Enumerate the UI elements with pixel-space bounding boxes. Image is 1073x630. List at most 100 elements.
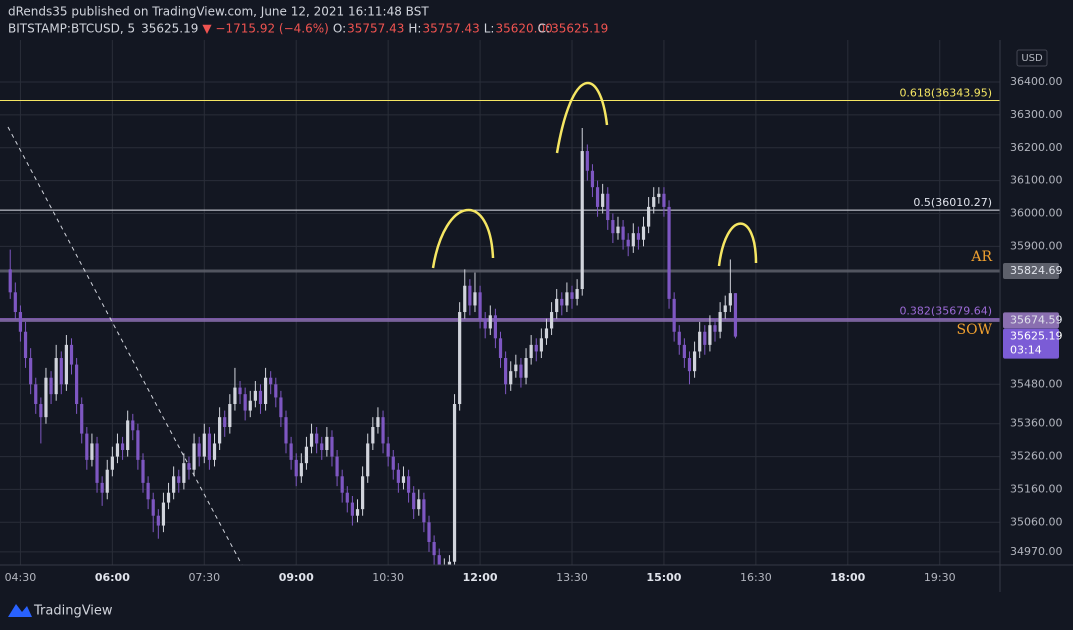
candle-body	[248, 400, 252, 411]
candle-body	[258, 390, 263, 405]
candle-body	[381, 417, 385, 444]
levels	[0, 99, 1000, 322]
candle-body	[269, 377, 273, 385]
arc	[717, 222, 758, 267]
candle-body	[488, 315, 492, 329]
fib-label: 0.382(35679.64)	[899, 305, 992, 318]
candle-body	[560, 298, 564, 306]
candle-body	[69, 344, 74, 365]
candle-body	[299, 463, 303, 477]
x-tick-label: 06:00	[95, 571, 130, 584]
axes: 36400.00 36300.00 36200.00 36100.00 36000.00…	[5, 75, 1063, 584]
candle-body	[294, 459, 298, 477]
candle-body	[406, 476, 411, 493]
candle-body	[386, 443, 390, 457]
candle-body	[621, 226, 625, 240]
candle-body	[687, 358, 692, 372]
candle-body	[263, 377, 268, 405]
candle-body	[23, 331, 28, 359]
candle-body	[13, 292, 17, 313]
candle-body	[662, 193, 666, 207]
price-tag-label: 35674.59	[1010, 313, 1063, 326]
x-tick-label: 07:30	[188, 571, 220, 584]
candle-body	[682, 344, 686, 359]
candle-body	[238, 387, 242, 395]
candle-body	[427, 522, 431, 543]
candle-body	[355, 509, 360, 516]
candle-body	[253, 390, 257, 401]
candle-body	[703, 331, 707, 345]
candle-body	[340, 476, 344, 493]
candle-body	[718, 312, 722, 332]
candle-body	[320, 443, 324, 451]
x-tick-label: 12:00	[463, 571, 498, 584]
candle-body	[44, 377, 48, 418]
candle-body	[75, 364, 79, 405]
header-item: 35757.43	[347, 22, 404, 36]
candle-body	[151, 499, 155, 516]
annotation: SOW	[957, 322, 993, 338]
candle-body	[417, 499, 421, 510]
countdown: 03:14	[1010, 344, 1042, 357]
candle-body	[279, 397, 283, 418]
candle-body	[631, 233, 635, 247]
annotation: AR	[970, 249, 992, 265]
candle-body	[146, 482, 150, 500]
candle-body	[366, 443, 370, 477]
candle-body	[595, 187, 600, 207]
candle-body	[187, 463, 191, 470]
header-item: ▼ −1715.92 (−4.6%)	[202, 22, 328, 36]
candle-body	[677, 331, 681, 345]
y-tick-label: 35360.00	[1010, 417, 1063, 430]
candle-body	[325, 436, 329, 451]
candle-body	[447, 561, 452, 565]
candle-body	[18, 312, 23, 332]
candle-body	[509, 371, 513, 385]
candle-body	[115, 443, 120, 457]
candle-body	[514, 364, 518, 372]
candle-body	[131, 420, 135, 431]
candle-body	[544, 328, 549, 339]
candle-body	[606, 193, 610, 221]
header-item: 35757.43	[422, 22, 479, 36]
candle-body	[166, 492, 171, 503]
candle-body	[611, 220, 615, 234]
candle-body	[524, 358, 528, 378]
candle-body	[212, 443, 217, 460]
x-tick-label: 16:30	[740, 571, 772, 584]
candle-body	[657, 193, 661, 198]
header-item: C:	[538, 22, 550, 36]
header-item: L:	[484, 22, 495, 36]
header: dRends35 published on TradingView.com, J…	[8, 5, 608, 36]
candle-body	[641, 226, 646, 240]
candle-body	[728, 293, 732, 306]
candle-body	[723, 305, 727, 313]
price-tag	[1003, 263, 1059, 280]
candle-body	[233, 387, 237, 405]
candle-body	[493, 315, 498, 339]
candle-body	[534, 344, 538, 352]
price-tag	[1003, 328, 1059, 359]
candle-body	[570, 292, 574, 299]
y-tick-label: 35260.00	[1010, 450, 1063, 463]
candle-body	[228, 404, 232, 428]
candle-body	[304, 446, 309, 464]
y-tick-label: 36100.00	[1010, 174, 1063, 187]
header-item: 35625.19	[141, 22, 198, 36]
candles	[8, 128, 738, 565]
candle-body	[345, 492, 349, 503]
candle-body	[309, 433, 314, 447]
candle-body	[315, 433, 319, 444]
x-tick-label: 04:30	[5, 571, 37, 584]
candle-body	[161, 502, 166, 526]
candle-body	[172, 476, 176, 493]
candle-body	[29, 358, 33, 385]
candle-body	[284, 417, 288, 444]
price-tag	[1003, 312, 1059, 329]
candle-body	[289, 443, 293, 460]
header-item: BITSTAMP:BTCUSD, 5	[8, 22, 135, 36]
candle-body	[519, 364, 523, 378]
y-tick-label: 35060.00	[1010, 515, 1063, 528]
candle-body	[182, 463, 186, 483]
candle-body	[473, 292, 477, 306]
